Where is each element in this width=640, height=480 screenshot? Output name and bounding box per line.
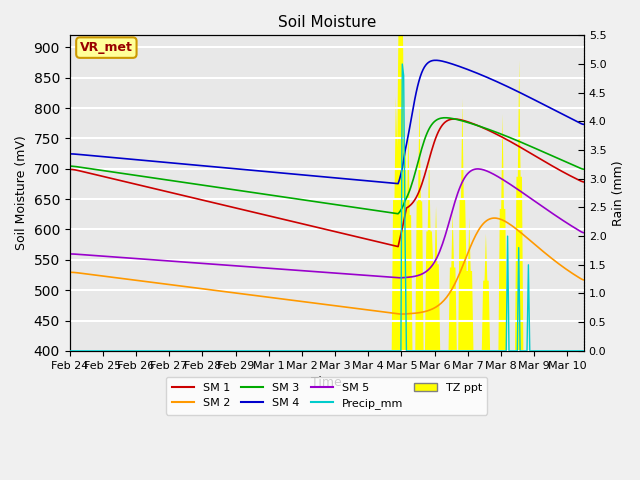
Text: VR_met: VR_met: [80, 41, 133, 54]
Legend: SM 1, SM 2, SM 3, SM 4, SM 5, Precip_mm, TZ ppt: SM 1, SM 2, SM 3, SM 4, SM 5, Precip_mm,…: [166, 377, 488, 415]
Y-axis label: Soil Moisture (mV): Soil Moisture (mV): [15, 136, 28, 251]
X-axis label: Time: Time: [312, 376, 342, 389]
Title: Soil Moisture: Soil Moisture: [278, 15, 376, 30]
Y-axis label: Rain (mm): Rain (mm): [612, 160, 625, 226]
